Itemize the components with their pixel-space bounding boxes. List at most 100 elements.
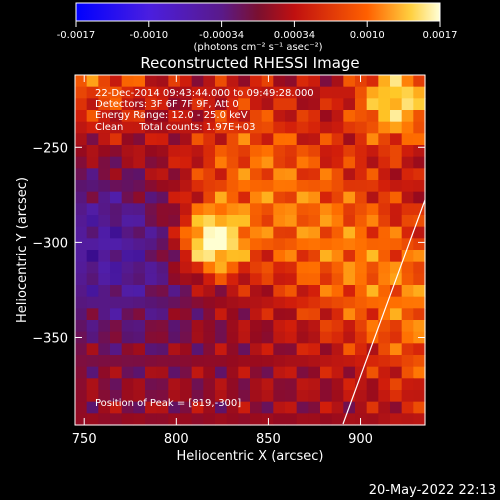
heatmap-cell xyxy=(226,145,239,158)
heatmap-cell xyxy=(191,180,204,193)
heatmap-cell xyxy=(191,285,204,298)
heatmap-cell xyxy=(390,331,403,344)
heatmap-cell xyxy=(98,98,111,111)
heatmap-cell xyxy=(191,413,204,426)
heatmap-cell xyxy=(250,75,263,88)
heatmap-cell xyxy=(110,366,123,379)
heatmap-cell xyxy=(215,156,228,169)
heatmap-cell xyxy=(238,355,251,368)
heatmap-cell xyxy=(261,320,274,333)
heatmap-cell xyxy=(133,273,146,286)
heatmap-cell xyxy=(401,121,414,134)
heatmap-cell xyxy=(273,86,286,99)
heatmap-cell xyxy=(226,390,239,403)
heatmap-cell xyxy=(320,121,333,134)
heatmap-cell xyxy=(331,390,344,403)
heatmap-cell xyxy=(145,343,158,356)
heatmap-cell xyxy=(75,355,88,368)
heatmap-cell xyxy=(98,168,111,181)
heatmap-cell xyxy=(355,320,368,333)
colorbar-tick-label: 0.00034 xyxy=(274,30,315,41)
heatmap-cell xyxy=(191,110,204,123)
heatmap-cell xyxy=(133,320,146,333)
colorbar-tick-label: 0.0010 xyxy=(350,30,385,41)
heatmap-cell xyxy=(168,110,181,123)
heatmap-cell xyxy=(320,401,333,414)
heatmap-cell xyxy=(390,378,403,391)
heatmap-cell xyxy=(320,215,333,228)
heatmap-cell xyxy=(168,156,181,169)
heatmap-cell xyxy=(296,191,309,204)
heatmap-cell xyxy=(320,226,333,239)
annotation-clean: Clean Total counts: 1.97E+03 xyxy=(95,122,255,133)
heatmap-cell xyxy=(355,355,368,368)
heatmap-cell xyxy=(296,296,309,309)
heatmap-cell xyxy=(180,75,193,88)
heatmap-cell xyxy=(413,98,426,111)
heatmap-cell xyxy=(331,133,344,146)
heatmap-cell xyxy=(75,226,88,239)
heatmap-cell xyxy=(296,261,309,274)
heatmap-cell xyxy=(250,98,263,111)
heatmap-cell xyxy=(180,156,193,169)
heatmap-cell xyxy=(390,250,403,263)
heatmap-cell xyxy=(110,110,123,123)
heatmap-cell xyxy=(226,250,239,263)
heatmap-cell xyxy=(238,378,251,391)
heatmap-cell xyxy=(121,203,134,216)
heatmap-cell xyxy=(343,168,356,181)
heatmap-cell xyxy=(133,285,146,298)
heatmap-cell xyxy=(86,133,99,146)
heatmap-cell xyxy=(250,180,263,193)
heatmap-cell xyxy=(238,250,251,263)
heatmap-cell xyxy=(168,86,181,99)
heatmap-cell xyxy=(238,401,251,414)
heatmap-cell xyxy=(156,401,169,414)
heatmap-cell xyxy=(331,180,344,193)
heatmap-cell xyxy=(110,261,123,274)
heatmap-cell xyxy=(285,121,298,134)
heatmap-cell xyxy=(308,366,321,379)
heatmap-cell xyxy=(250,413,263,426)
heatmap-cell xyxy=(203,343,216,356)
heatmap-cell xyxy=(180,343,193,356)
heatmap-cell xyxy=(191,273,204,286)
heatmap-cell xyxy=(366,401,379,414)
heatmap-cell xyxy=(285,320,298,333)
heatmap-cell xyxy=(296,180,309,193)
heatmap-cell xyxy=(261,366,274,379)
heatmap-cell xyxy=(133,86,146,99)
heatmap-cell xyxy=(413,355,426,368)
heatmap-cell xyxy=(378,331,391,344)
heatmap-cell xyxy=(250,203,263,216)
heatmap-cell xyxy=(238,145,251,158)
heatmap-cell xyxy=(308,250,321,263)
heatmap-cell xyxy=(390,145,403,158)
heatmap-cell xyxy=(180,133,193,146)
heatmap-cell xyxy=(343,343,356,356)
heatmap-cell xyxy=(378,145,391,158)
heatmap-cell xyxy=(238,261,251,274)
heatmap-cell xyxy=(390,355,403,368)
heatmap-cell xyxy=(308,226,321,239)
heatmap-cell xyxy=(98,285,111,298)
heatmap-cell xyxy=(343,215,356,228)
heatmap-cell xyxy=(238,320,251,333)
heatmap-cell xyxy=(180,203,193,216)
heatmap-cell xyxy=(366,250,379,263)
heatmap-cell xyxy=(75,343,88,356)
heatmap-cell xyxy=(261,308,274,321)
heatmap-cell xyxy=(145,331,158,344)
heatmap-cell xyxy=(86,343,99,356)
heatmap-cell xyxy=(180,273,193,286)
heatmap-cell xyxy=(215,320,228,333)
heatmap-cell xyxy=(156,320,169,333)
heatmap-cell xyxy=(308,215,321,228)
heatmap-cell xyxy=(191,250,204,263)
heatmap-cell xyxy=(203,273,216,286)
heatmap-cell xyxy=(75,86,88,99)
heatmap-cell xyxy=(320,191,333,204)
heatmap-cell xyxy=(296,320,309,333)
heatmap-cell xyxy=(75,191,88,204)
heatmap-cell xyxy=(285,390,298,403)
